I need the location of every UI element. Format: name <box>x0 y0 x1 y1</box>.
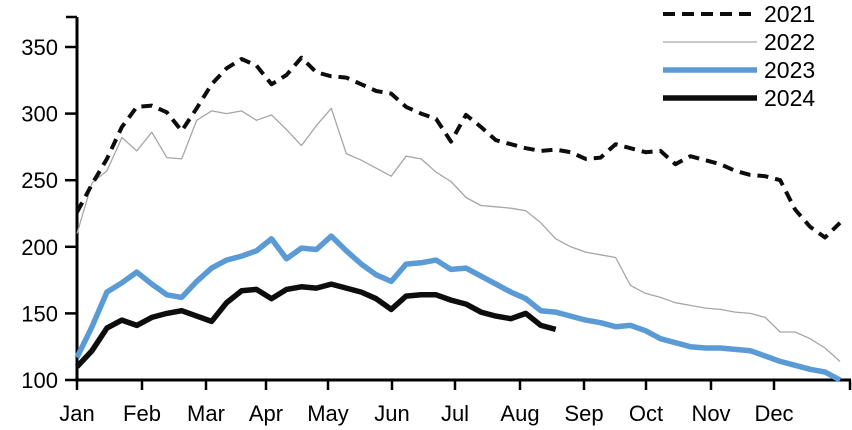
x-axis-tick-label: Mar <box>187 401 225 426</box>
x-axis-tick-label: Oct <box>629 401 663 426</box>
legend-item-2023: 2023 <box>663 57 815 83</box>
y-axis-tick-label: 350 <box>21 35 58 60</box>
y-axis-tick-label: 100 <box>21 368 58 393</box>
x-axis-tick-label: May <box>307 401 349 426</box>
series-2024-line <box>74 281 557 369</box>
x-axis-tick-label: Aug <box>500 401 539 426</box>
x-axis-tick-label: Feb <box>123 401 161 426</box>
y-axis-tick-label: 250 <box>21 168 58 193</box>
series-2021-line <box>75 55 842 240</box>
series-2023-line <box>74 233 842 383</box>
y-axis-tick-label: 300 <box>21 102 58 127</box>
x-axis-tick-label: Apr <box>249 401 283 426</box>
legend-label-2022: 2022 <box>764 29 815 55</box>
legend-label-2023: 2023 <box>764 57 815 83</box>
y-axis-tick-label: 150 <box>21 301 58 326</box>
x-axis-tick-label: Jun <box>374 401 409 426</box>
x-axis-tick-label: Sep <box>564 401 603 426</box>
x-axis-tick-label: Dec <box>754 401 793 426</box>
y-axis-tick-label: 200 <box>21 235 58 260</box>
legend-item-2022: 2022 <box>663 29 815 55</box>
x-axis-tick-label: Nov <box>691 401 730 426</box>
legend-label-2024: 2024 <box>764 85 815 111</box>
legend-label-2021: 2021 <box>764 1 815 27</box>
x-axis-tick-label: Jul <box>441 401 469 426</box>
x-axis-tick-label: Jan <box>59 401 94 426</box>
legend-item-2021: 2021 <box>663 1 815 27</box>
legend-item-2024: 2024 <box>663 85 815 111</box>
series-2022-line <box>76 107 841 362</box>
